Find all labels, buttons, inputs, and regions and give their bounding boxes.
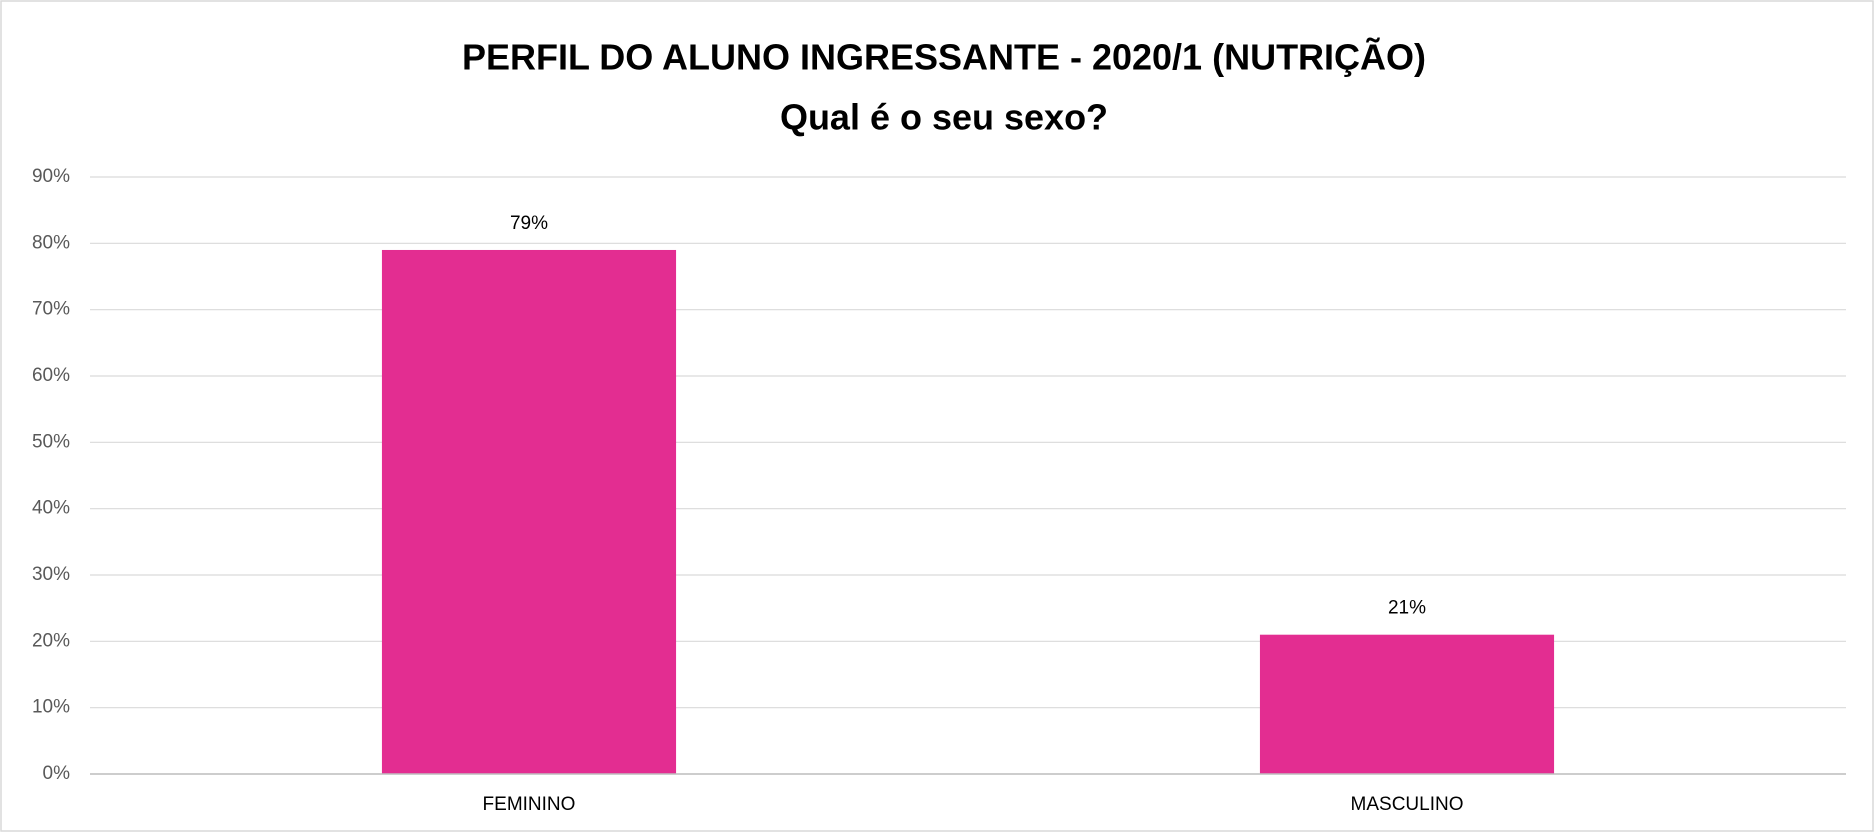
y-tick-label: 10% [32, 697, 70, 718]
chart-title: PERFIL DO ALUNO INGRESSANTE - 2020/1 (NU… [462, 36, 1426, 78]
chart-subtitle: Qual é o seu sexo? [780, 97, 1108, 138]
x-tick-label: FEMININO [483, 794, 576, 815]
y-tick-label: 0% [43, 763, 71, 784]
y-tick-label: 60% [32, 365, 70, 386]
bar [381, 249, 677, 774]
y-tick-label: 70% [32, 299, 70, 320]
y-tick-label: 90% [32, 166, 70, 187]
data-label: 21% [1388, 598, 1426, 619]
x-tick-label: MASCULINO [1351, 794, 1464, 815]
y-tick-label: 30% [32, 564, 70, 585]
y-tick-label: 50% [32, 431, 70, 452]
bar [1259, 634, 1555, 774]
y-tick-label: 20% [32, 630, 70, 651]
y-tick-label: 40% [32, 498, 70, 519]
y-tick-label: 80% [32, 232, 70, 253]
data-label: 79% [510, 213, 548, 234]
